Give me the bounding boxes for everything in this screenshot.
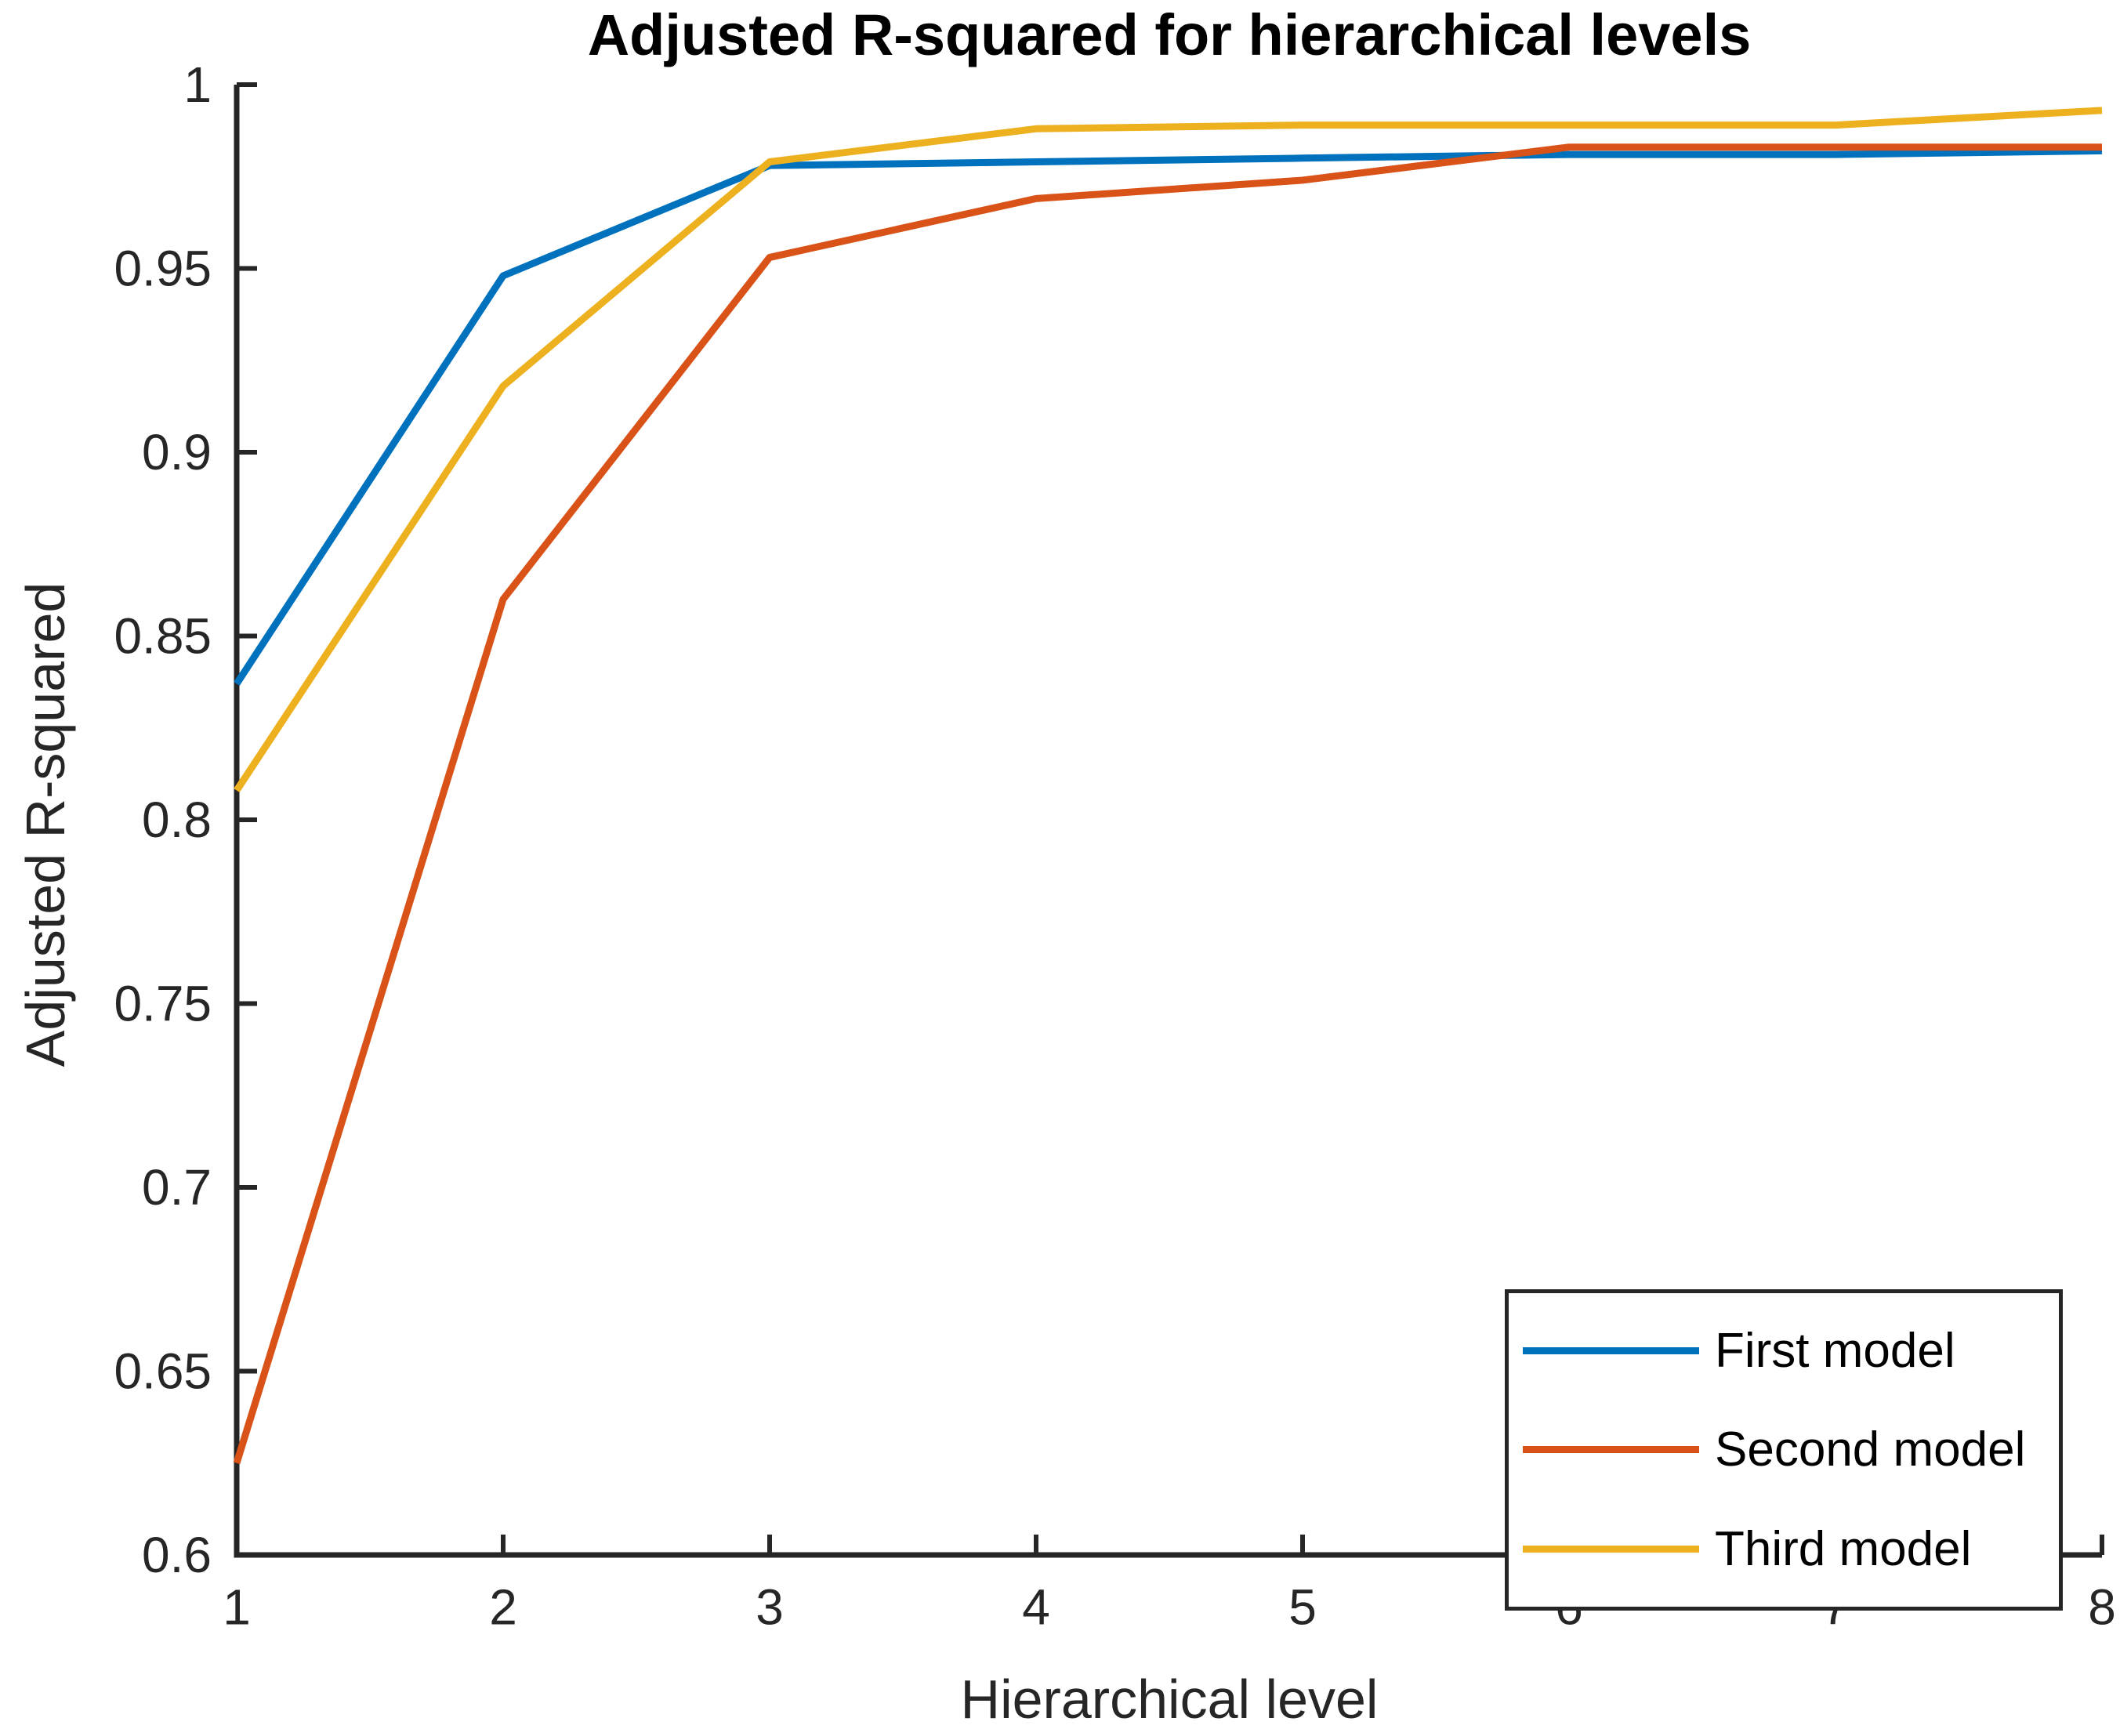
chart-title: Adjusted R-squared for hierarchical leve… (587, 2, 1752, 67)
legend-swatch-third-model (1523, 1546, 1699, 1553)
series-line-second-model (233, 143, 2102, 1465)
legend-swatch-second-model (1523, 1446, 1699, 1454)
legend-item: Second model (1523, 1422, 2059, 1477)
series-line-first-model (234, 147, 2103, 686)
x-axis-label: Hierarchical level (960, 1669, 1379, 1730)
legend-swatch-first-model (1523, 1346, 1699, 1354)
x-tick-label: 3 (756, 1578, 784, 1635)
y-tick-label: 0.95 (114, 241, 212, 297)
y-tick-label: 0.6 (142, 1527, 212, 1583)
y-tick-label: 0.75 (114, 976, 212, 1032)
y-tick-label: 0.8 (142, 792, 212, 848)
y-tick-label: 0.65 (114, 1343, 212, 1400)
x-tick-label: 5 (1288, 1578, 1317, 1635)
y-tick-label: 0.85 (114, 608, 212, 665)
x-tick-label: 2 (489, 1578, 517, 1635)
x-tick-label: 8 (2088, 1578, 2116, 1635)
legend-label: Second model (1715, 1423, 2026, 1477)
legend-item: Third model (1523, 1521, 2059, 1577)
x-tick-label: 4 (1022, 1578, 1050, 1635)
y-tick-label: 0.9 (142, 424, 212, 480)
y-tick-label: 0.7 (142, 1159, 212, 1216)
series-line-third-model (234, 107, 2103, 792)
x-tick-label: 1 (223, 1578, 251, 1635)
legend-item: First model (1523, 1323, 2059, 1379)
y-tick-label: 1 (183, 56, 212, 113)
legend-label: First model (1715, 1323, 1955, 1378)
legend-label: Third model (1715, 1522, 1972, 1577)
legend: First model Second model Third model (1505, 1289, 2063, 1611)
